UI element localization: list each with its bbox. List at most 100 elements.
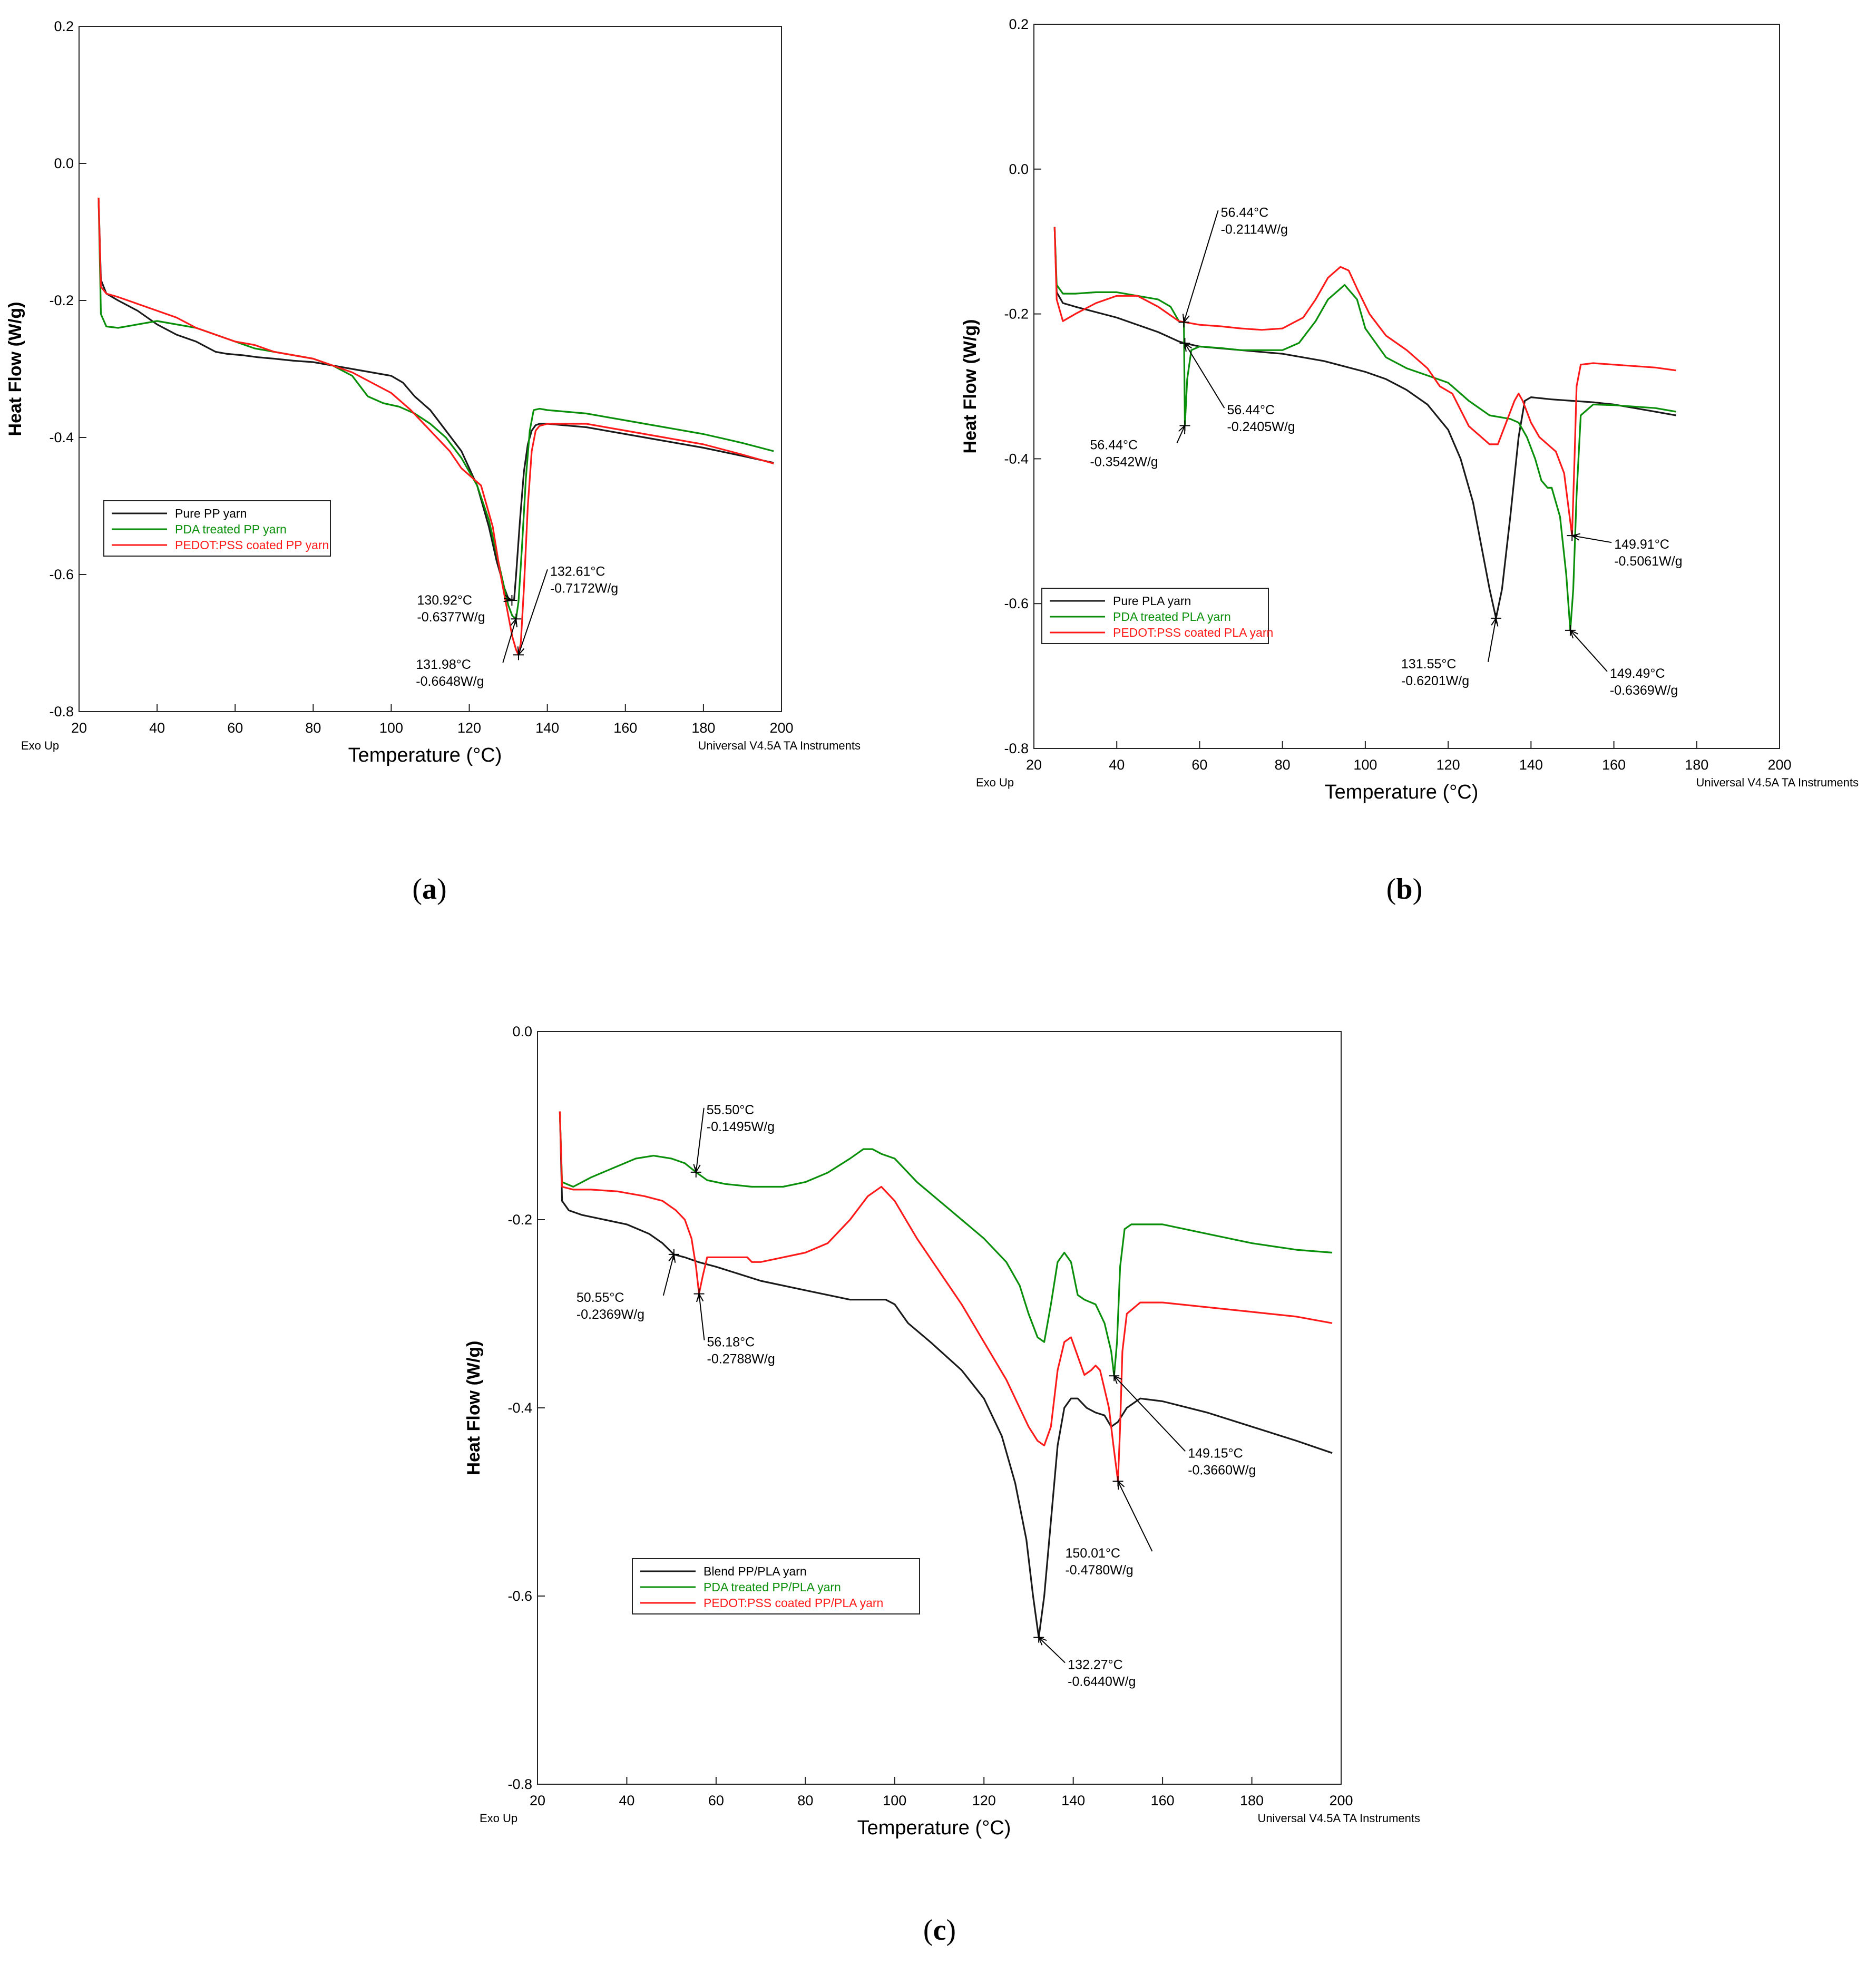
x-tick-label: 180 <box>691 720 715 736</box>
x-tick-label: 120 <box>972 1793 996 1808</box>
x-tick-label: 40 <box>619 1793 634 1808</box>
y-tick-label: 0.0 <box>54 155 74 171</box>
plot-frame <box>537 1031 1342 1785</box>
legend-entry: PDA treated PLA yarn <box>1113 610 1231 624</box>
x-tick-label: 100 <box>1353 757 1377 773</box>
annotation: 56.44°C -0.3542W/g <box>1090 420 1190 469</box>
annotation-text: -0.6648W/g <box>416 674 484 689</box>
x-axis-title: Temperature (°C) <box>1325 781 1479 803</box>
annotation: 149.15°C -0.3660W/g <box>1109 1370 1256 1477</box>
instrument-label: Universal V4.5A TA Instruments <box>698 739 861 752</box>
legend-entry: PDA treated PP yarn <box>175 522 287 536</box>
x-axis-title: Temperature (°C) <box>857 1817 1011 1839</box>
annotation-text: 56.18°C <box>707 1335 755 1350</box>
x-tick-label: 200 <box>769 720 793 736</box>
leader-line <box>1117 1481 1153 1552</box>
series-line-3 <box>559 1111 1333 1482</box>
leader-line <box>1176 425 1186 443</box>
y-axis-title: Heat Flow (W/g) <box>464 1341 484 1475</box>
x-tick-label: 20 <box>530 1793 545 1808</box>
annotation-text: -0.6201W/g <box>1401 674 1469 688</box>
annotation: 149.91°C -0.5061W/g <box>1567 530 1682 569</box>
legend-entry: Blend PP/PLA yarn <box>704 1564 807 1578</box>
annotation-text: 50.55°C <box>577 1290 624 1305</box>
leader-line <box>1038 1637 1066 1664</box>
plot-frame <box>79 26 782 712</box>
x-tick-label: 80 <box>305 720 321 736</box>
legend-entry: Pure PLA yarn <box>1113 594 1191 608</box>
y-tick-label: 0.2 <box>54 18 74 34</box>
leader-line <box>1184 343 1225 408</box>
y-tick-label: -0.8 <box>1004 741 1029 756</box>
annotation-text: 149.15°C <box>1188 1446 1243 1461</box>
y-tick-label: -0.4 <box>49 430 74 445</box>
annotation-text: -0.2369W/g <box>577 1307 644 1322</box>
series-line-1 <box>1053 227 1676 619</box>
annotation: 131.55°C -0.6201W/g <box>1401 612 1501 688</box>
panel-label-part: ( <box>412 873 422 906</box>
chart-panel-b: 20 40 60 80 100 120 140 160 180 200 0.2 0.0 -0.2 -0.4… <box>960 16 1859 803</box>
x-tick-label: 20 <box>1026 757 1042 773</box>
annotation-text: -0.4780W/g <box>1065 1563 1133 1578</box>
y-tick-label: -0.2 <box>507 1212 532 1228</box>
x-tick-label: 100 <box>883 1793 906 1808</box>
series-line-1 <box>97 197 774 601</box>
annotation: 132.61°C -0.7172W/g <box>513 564 618 660</box>
x-tick-label: 80 <box>797 1793 813 1808</box>
x-tick-label: 60 <box>708 1793 724 1808</box>
x-tick-label: 160 <box>1602 757 1626 773</box>
annotation: 56.44°C -0.2114W/g <box>1178 205 1288 328</box>
leader-line <box>695 1107 705 1172</box>
panel-label-part: ( <box>923 1914 933 1947</box>
y-tick-label: -0.8 <box>507 1776 532 1792</box>
annotation-text: -0.6377W/g <box>417 610 485 625</box>
y-tick-label: -0.2 <box>49 293 74 308</box>
annotation-text: 149.49°C <box>1610 666 1665 681</box>
leader-line <box>1570 630 1608 672</box>
x-tick-label: 160 <box>1151 1793 1175 1808</box>
chart-panel-a: 20 40 60 80 100 120 140 160 180 200 0.2 0.0 -0.2 -0.4… <box>5 18 861 766</box>
series-line-3 <box>97 197 774 656</box>
x-tick-label: 60 <box>1191 757 1207 773</box>
leader-line <box>1183 210 1219 323</box>
annotation: 150.01°C -0.4780W/g <box>1065 1476 1153 1578</box>
y-tick-label: 0.0 <box>512 1024 532 1039</box>
series-line-2 <box>1053 227 1676 631</box>
series-line-1 <box>559 1111 1333 1639</box>
x-tick-label: 80 <box>1275 757 1291 773</box>
y-tick-label: 0.2 <box>1009 16 1029 32</box>
x-tick-label: 180 <box>1685 757 1708 773</box>
annotation-text: 132.27°C <box>1068 1658 1123 1672</box>
annotation-text: -0.2405W/g <box>1227 420 1295 434</box>
x-tick-label: 100 <box>379 720 403 736</box>
annotation: 131.98°C -0.6648W/g <box>416 614 522 689</box>
leader-line <box>698 1293 705 1340</box>
leader-line <box>1487 618 1497 662</box>
annotation-text: -0.2788W/g <box>707 1352 775 1367</box>
annotation: 132.27°C -0.6440W/g <box>1033 1632 1136 1689</box>
annotation-text: 132.61°C <box>550 564 605 579</box>
annotation-text: -0.6440W/g <box>1068 1675 1136 1689</box>
annotation-text: 56.44°C <box>1221 205 1269 220</box>
leader-line <box>502 618 517 663</box>
x-tick-label: 140 <box>535 720 559 736</box>
leader-line <box>517 569 548 655</box>
panel-label: (c) <box>923 1914 956 1947</box>
x-tick-label: 160 <box>613 720 637 736</box>
annotation-text: -0.5061W/g <box>1614 554 1682 569</box>
x-tick-label: 180 <box>1240 1793 1264 1808</box>
annotation-text: -0.2114W/g <box>1221 222 1288 237</box>
legend: Pure PLA yarn PDA treated PLA yarn PEDOT:P… <box>1041 588 1273 644</box>
annotation-text: 150.01°C <box>1065 1546 1120 1561</box>
x-tick-label: 40 <box>1109 757 1125 773</box>
panel-label: (b) <box>1386 873 1422 906</box>
legend-entry: PDA treated PP/PLA yarn <box>704 1580 841 1594</box>
y-tick-label: -0.4 <box>1004 451 1029 466</box>
annotation-text: -0.3660W/g <box>1188 1463 1256 1477</box>
y-tick-label: -0.4 <box>507 1400 532 1416</box>
leader-line <box>1113 1375 1186 1452</box>
panel-label-part: ) <box>946 1914 956 1947</box>
annotation-text: 56.44°C <box>1227 403 1275 417</box>
panel-label-part: ) <box>437 873 447 906</box>
annotation: 50.55°C -0.2369W/g <box>577 1249 679 1322</box>
